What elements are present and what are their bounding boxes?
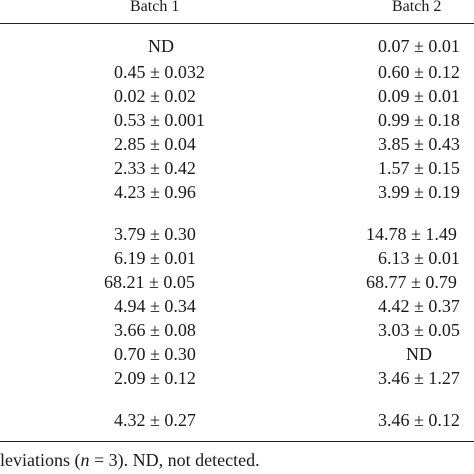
cell-batch2-row-7: 3.99 ± 0.19	[378, 182, 460, 202]
cell-batch1-row-1: ND	[148, 36, 174, 56]
footnote-suffix: = 3). ND, not detected.	[89, 450, 260, 470]
cell-batch1-row-11: 4.94 ± 0.34	[114, 296, 196, 316]
cell-batch2-row-8: 14.78 ± 1.49	[366, 224, 457, 244]
cell-batch1-row-3: 0.02 ± 0.02	[114, 86, 196, 106]
cell-batch1-row-8: 3.79 ± 0.30	[114, 224, 196, 244]
cell-batch2-row-2: 0.60 ± 0.12	[378, 62, 460, 82]
cell-batch2-row-10: 68.77 ± 0.79	[366, 272, 457, 292]
footnote-prefix: leviations (	[0, 450, 81, 470]
column-header-batch-1: Batch 1	[130, 0, 180, 15]
cell-batch2-row-12: 3.03 ± 0.05	[378, 320, 460, 340]
cell-batch2-row-5: 3.85 ± 0.43	[378, 134, 460, 154]
cell-batch2-row-1: 0.07 ± 0.01	[378, 36, 460, 56]
cell-batch2-row-14: 3.46 ± 1.27	[378, 368, 460, 388]
cell-batch2-row-11: 4.42 ± 0.37	[378, 296, 460, 316]
table-footnote: leviations (n = 3). ND, not detected.	[0, 450, 260, 470]
footnote-n-variable: n	[80, 450, 90, 470]
cell-batch1-row-6: 2.33 ± 0.42	[114, 158, 196, 178]
cell-batch2-row-9: 6.13 ± 0.01	[378, 248, 460, 268]
cell-batch1-row-10: 68.21 ± 0.05	[104, 272, 195, 292]
cell-batch1-row-14: 2.09 ± 0.12	[114, 368, 196, 388]
column-header-batch-2: Batch 2	[392, 0, 442, 15]
cell-batch1-row-7: 4.23 ± 0.96	[114, 182, 196, 202]
cell-batch1-row-4: 0.53 ± 0.001	[114, 110, 205, 130]
cell-batch1-row-15: 4.32 ± 0.27	[114, 410, 196, 430]
cell-batch2-row-3: 0.09 ± 0.01	[378, 86, 460, 106]
cell-batch2-row-15: 3.46 ± 0.12	[378, 410, 460, 430]
cell-batch1-row-13: 0.70 ± 0.30	[114, 344, 196, 364]
cell-batch1-row-9: 6.19 ± 0.01	[114, 248, 196, 268]
cell-batch2-row-6: 1.57 ± 0.15	[378, 158, 460, 178]
cell-batch2-row-4: 0.99 ± 0.18	[378, 110, 460, 130]
cell-batch1-row-2: 0.45 ± 0.032	[114, 62, 205, 82]
table-top-rule	[0, 23, 474, 24]
cell-batch1-row-12: 3.66 ± 0.08	[114, 320, 196, 340]
table-bottom-rule	[0, 441, 474, 442]
cell-batch1-row-5: 2.85 ± 0.04	[114, 134, 196, 154]
cell-batch2-row-13: ND	[406, 344, 432, 364]
